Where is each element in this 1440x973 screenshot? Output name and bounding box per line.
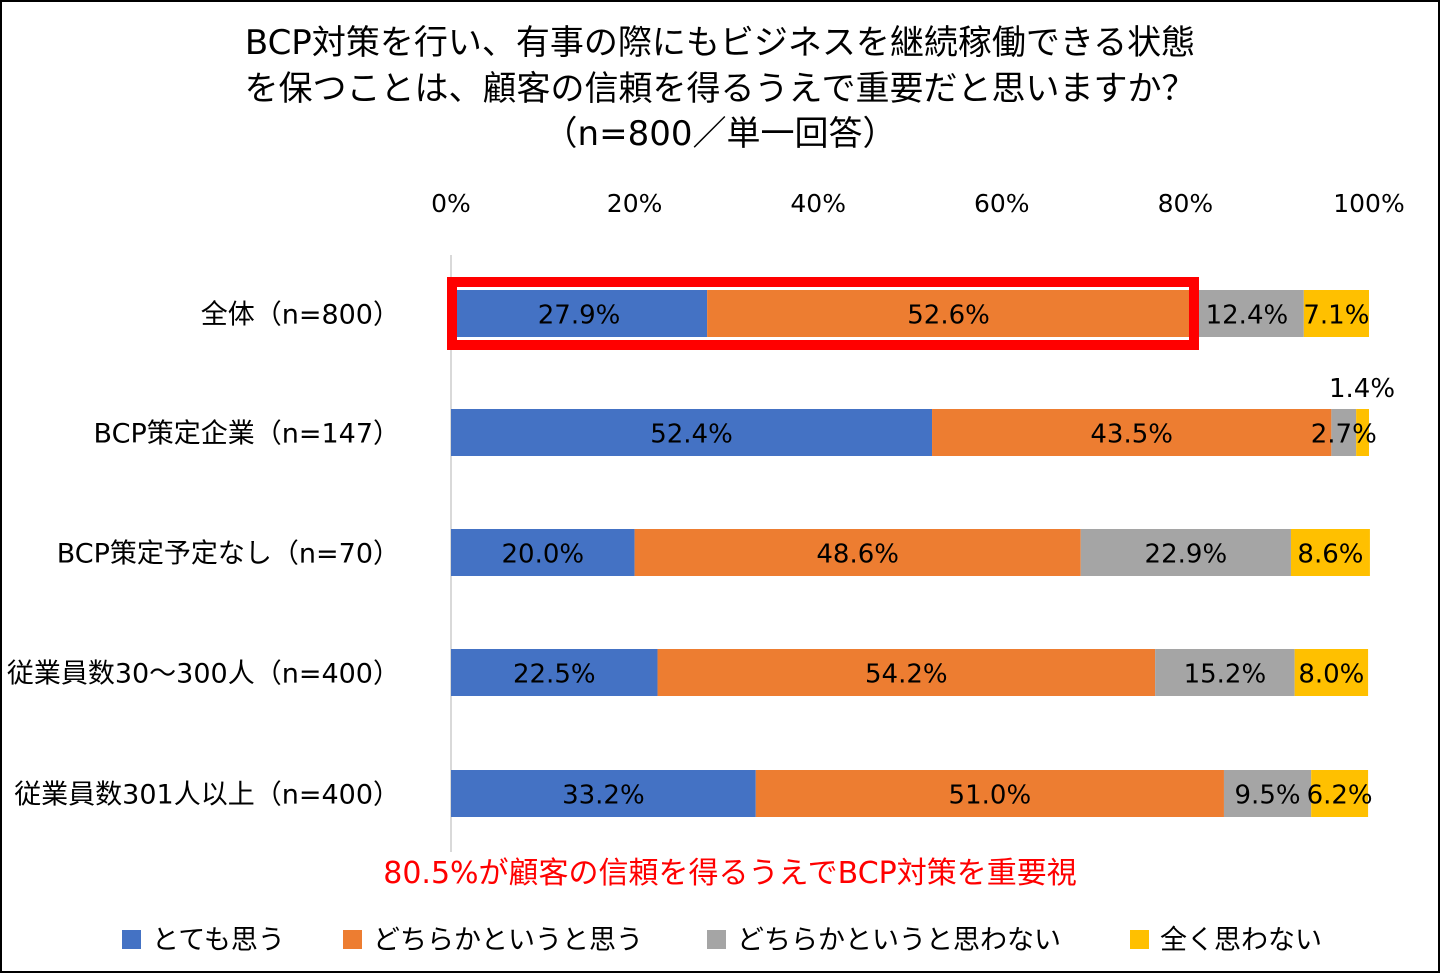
data-label: 22.5%: [513, 660, 596, 690]
data-label: 27.9%: [538, 301, 621, 331]
bar-segment: [451, 290, 708, 337]
title-line-2: を保つことは、顧客の信頼を得るうえで重要だと思いますか？: [245, 69, 1196, 109]
data-label: 52.4%: [650, 420, 733, 450]
bar-segment: [1290, 529, 1370, 576]
x-tick-label: 0%: [431, 189, 471, 218]
legend-label: どちらかというと思う: [373, 925, 643, 956]
bar-segment: [1223, 770, 1312, 817]
category-label: 従業員数301人以上（n=400）: [14, 780, 400, 811]
data-label: 12.4%: [1206, 301, 1289, 331]
bar-segment: [657, 649, 1156, 696]
data-label: 8.0%: [1298, 660, 1364, 690]
data-label: 7.1%: [1303, 301, 1369, 331]
legend-swatch: [343, 930, 362, 949]
data-label: 6.2%: [1307, 781, 1373, 811]
category-label: BCP策定予定なし（n=70）: [57, 539, 400, 570]
data-label: 54.2%: [865, 660, 948, 690]
chart-title: BCP対策を行い、有事の際にもビジネスを継続稼働できる状態 を保つことは、顧客の…: [245, 23, 1196, 154]
bar-segment: [1294, 649, 1369, 696]
legend-label: 全く思わない: [1160, 925, 1322, 956]
data-label: 22.9%: [1145, 540, 1228, 570]
bar-segment: [932, 409, 1332, 456]
legend-label: どちらかというと思わない: [737, 925, 1061, 956]
category-label: 全体（n=800）: [201, 300, 400, 331]
data-label: 9.5%: [1235, 781, 1301, 811]
data-label: 43.5%: [1090, 420, 1173, 450]
data-label: 8.6%: [1297, 540, 1363, 570]
legend-swatch: [707, 930, 726, 949]
bar-segment: [1356, 409, 1369, 456]
bar-segment: [1311, 770, 1369, 817]
title-line-1: BCP対策を行い、有事の際にもビジネスを継続稼働できる状態: [245, 23, 1195, 63]
data-label: 2.7%: [1311, 420, 1377, 450]
bar-segment: [451, 770, 756, 817]
x-tick-label: 100%: [1333, 189, 1404, 218]
x-tick-label: 40%: [790, 189, 846, 218]
category-label: 従業員数30～300人（n=400）: [7, 659, 400, 690]
data-label: 20.0%: [501, 540, 584, 570]
bar-segment: [451, 529, 635, 576]
legend-swatch: [122, 930, 141, 949]
bar-segment: [451, 409, 933, 456]
x-tick-label: 60%: [974, 189, 1030, 218]
bar-segment: [707, 290, 1190, 337]
data-label: 51.0%: [949, 781, 1032, 811]
bar-segment: [1303, 290, 1369, 337]
highlight-box: [447, 277, 1199, 350]
data-label: 1.4%: [1329, 374, 1395, 404]
data-label: 15.2%: [1184, 660, 1267, 690]
x-tick-label: 80%: [1158, 189, 1214, 218]
legend-swatch: [1130, 930, 1149, 949]
bar-segment: [1331, 409, 1357, 456]
bar-segment: [634, 529, 1081, 576]
bar-segment: [755, 770, 1224, 817]
data-label: 48.6%: [816, 540, 899, 570]
bar-segment: [1080, 529, 1291, 576]
data-label: 52.6%: [907, 301, 990, 331]
x-tick-label: 20%: [607, 189, 663, 218]
bar-segment: [451, 649, 658, 696]
data-label: 33.2%: [562, 781, 645, 811]
category-label: BCP策定企業（n=147）: [94, 419, 400, 450]
title-line-3: （n=800／単一回答）: [544, 114, 897, 154]
legend-label: とても思う: [152, 925, 285, 956]
annotation-text: 80.5%が顧客の信頼を得るうえでBCP対策を重要視: [383, 856, 1077, 891]
legend: とても思う どちらかというと思う どちらかというと思わない 全く思わない: [122, 925, 1322, 956]
bar-segment: [1155, 649, 1295, 696]
bar-segment: [1189, 290, 1304, 337]
